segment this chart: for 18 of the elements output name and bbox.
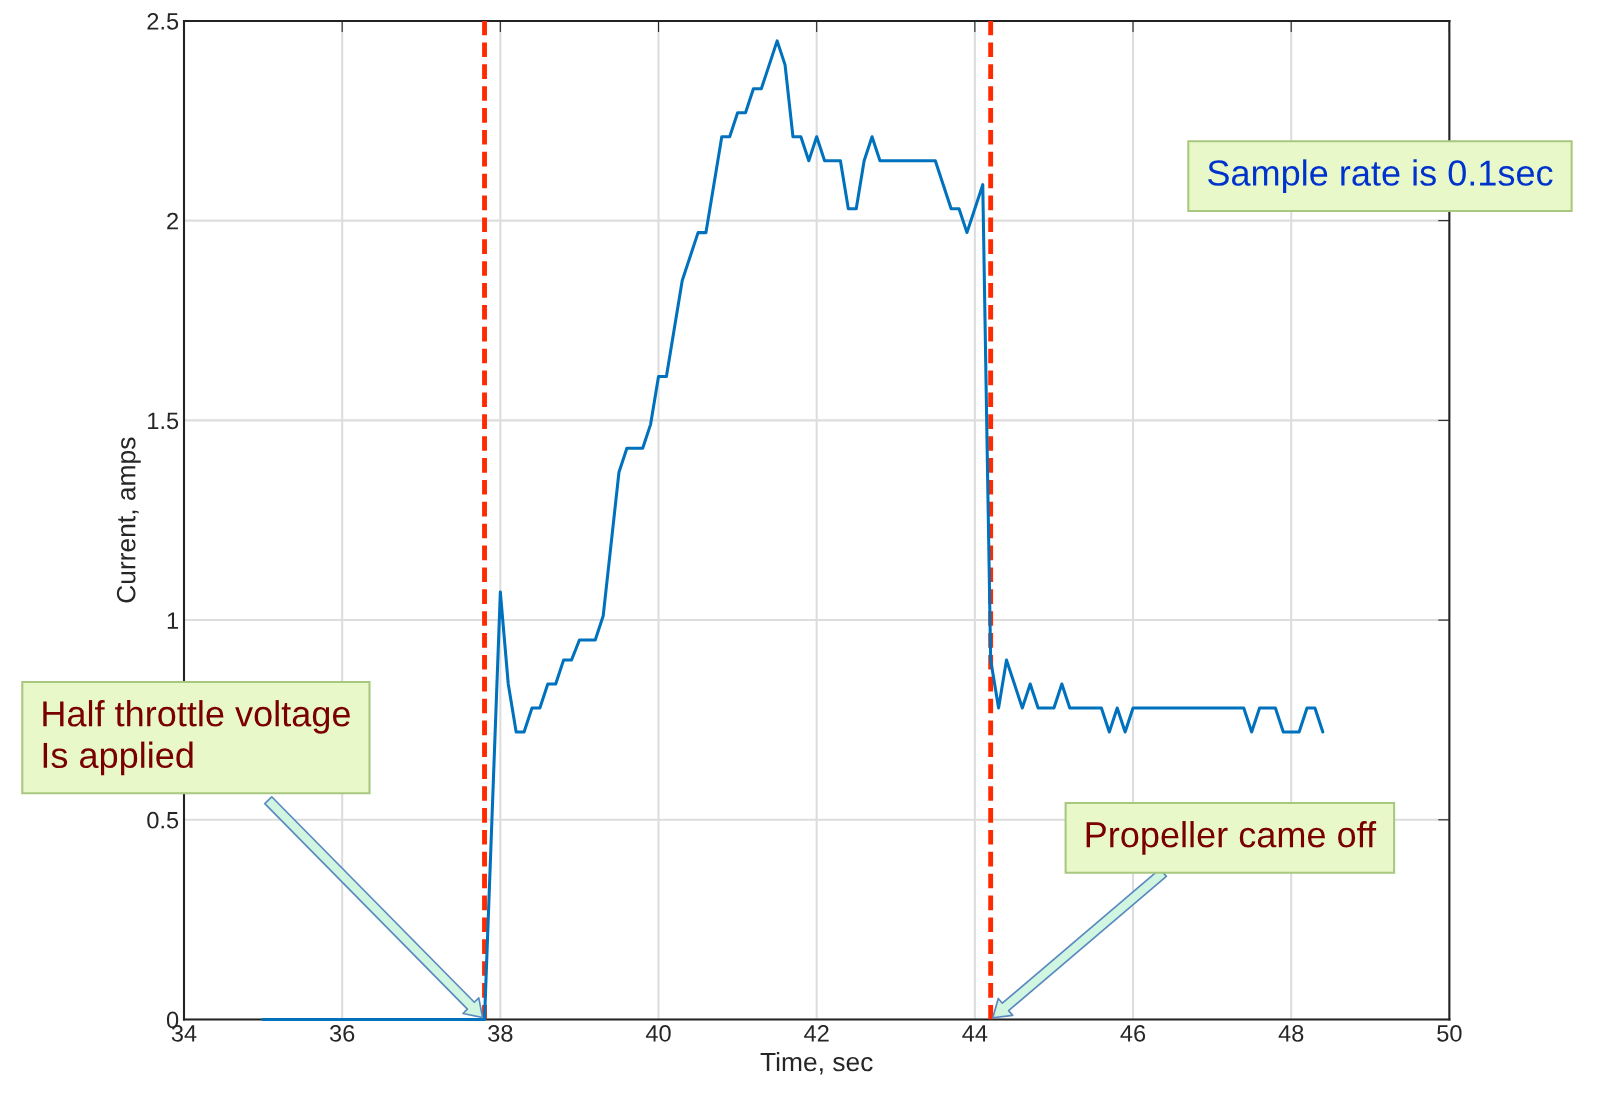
x-tick-label: 44 [962,1025,988,1042]
x-tick-label: 48 [1278,1025,1304,1042]
y-tick-label: 1.5 [148,412,179,430]
x-tick-label: 38 [488,1025,513,1042]
y-tick-label: 2 [167,212,178,230]
x-tick-label: 36 [329,1025,355,1042]
y-tick-label: 1 [167,612,178,629]
annotation: Half throttle voltage Is applied [43,700,350,776]
x-tick-label: 46 [1120,1025,1146,1042]
x-tick-label: 42 [804,1025,829,1042]
y-axis-title: Current, amps [116,437,141,603]
annotation: Propeller came off [1086,821,1377,855]
y-tick-label: 0.5 [147,811,179,829]
annotation: Sample rate is 0.1sec [1208,159,1553,193]
y-tick-label: 2.5 [147,12,179,30]
x-axis-title: Time, sec [760,1051,873,1075]
x-tick-label: 40 [645,1025,671,1042]
x-tick-label: 50 [1437,1025,1462,1042]
